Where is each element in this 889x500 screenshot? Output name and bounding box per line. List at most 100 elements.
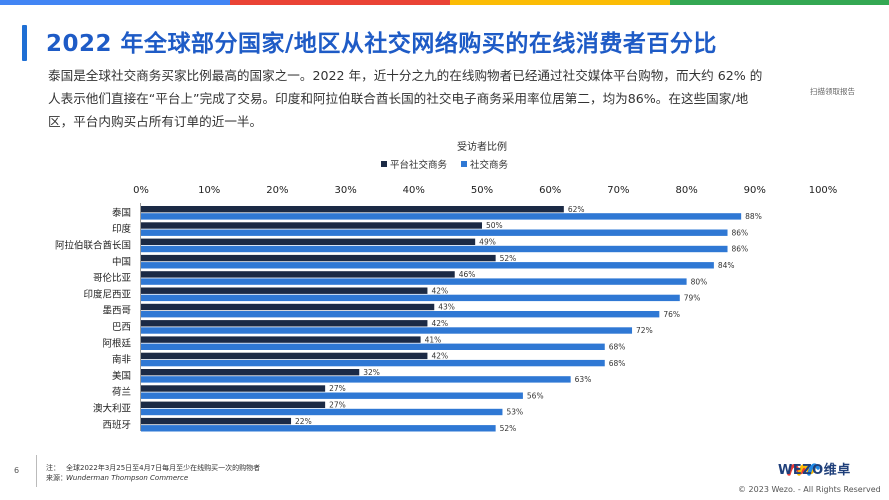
bar-social <box>141 311 660 318</box>
page-title: 2022 年全球部分国家/地区从社交网络购买的在线消费者百分比 <box>46 31 717 57</box>
bar-social <box>141 425 496 432</box>
category-label: 阿根廷 <box>102 337 131 349</box>
bar-social <box>141 294 680 302</box>
bar-value-label: 72% <box>636 326 653 335</box>
brand-name: WEZO维卓 <box>778 463 851 478</box>
bar-platform <box>141 369 360 376</box>
bar-platform <box>141 254 496 262</box>
bar-value-label: 56% <box>527 391 544 400</box>
bar-social <box>141 408 503 416</box>
category-label: 美国 <box>112 370 131 382</box>
x-tick-label: 0% <box>133 185 149 196</box>
bar-platform <box>141 336 421 343</box>
bar-value-label: 68% <box>609 359 626 368</box>
top-color-bar <box>0 0 889 5</box>
bar-value-label: 27% <box>329 384 346 393</box>
bar-platform <box>141 222 482 229</box>
side-note: 扫描领取报告 <box>810 87 855 96</box>
bar-value-label: 32% <box>363 368 380 377</box>
bar-social <box>141 359 605 367</box>
bar-value-label: 46% <box>459 270 476 279</box>
chart-legend: 平台社交商务 社交商务 <box>381 159 509 171</box>
bar-value-label: 86% <box>732 228 749 237</box>
bar-value-label: 27% <box>329 401 346 410</box>
legend-swatch-0 <box>381 161 387 167</box>
bar-platform <box>141 352 428 360</box>
bar-platform <box>141 417 292 425</box>
category-label: 中国 <box>112 256 131 268</box>
category-label: 哥伦比亚 <box>93 272 132 284</box>
category-label: 荷兰 <box>112 386 131 398</box>
bar-platform <box>141 385 326 392</box>
x-tick-label: 100% <box>809 185 838 196</box>
bar-social <box>141 278 687 285</box>
bar-chart: 受访者比例 平台社交商务 社交商务 0% 10% 20% 30% 40% 50% 60% 70%… <box>55 140 837 433</box>
note-key: 注： <box>46 464 60 472</box>
bar-value-label: 62% <box>568 205 585 214</box>
intro-paragraph: 泰国是全球社交商务买家比例最高的国家之一。2022 年，近十分之九的在线购物者已… <box>48 68 763 129</box>
note-text: 全球2022年3月25日至4月7日每月至少在线购买一次的购物者 <box>66 464 261 472</box>
bar-value-label: 22% <box>295 417 312 426</box>
bar-value-label: 42% <box>431 319 448 328</box>
bar-platform <box>141 401 326 408</box>
footer-notes: 注： 全球2022年3月25日至4月7日每月至少在线购买一次的购物者 来源：Wun… <box>46 463 260 483</box>
bar-social <box>141 262 714 269</box>
bar-platform <box>141 287 428 294</box>
x-tick-label: 60% <box>539 185 561 196</box>
bar-value-label: 68% <box>609 343 626 352</box>
bar-value-label: 63% <box>575 375 592 384</box>
bar-value-label: 42% <box>431 352 448 361</box>
legend-label-1: 社交商务 <box>470 159 509 171</box>
bar-value-label: 53% <box>506 408 523 417</box>
bar-platform <box>141 206 564 213</box>
bar-platform <box>141 320 428 327</box>
x-tick-label: 50% <box>471 185 493 196</box>
category-label: 南非 <box>112 354 132 366</box>
category-label: 巴西 <box>112 322 131 333</box>
chart-title: 受访者比例 <box>457 140 507 153</box>
bar-value-label: 86% <box>732 245 749 254</box>
bar-social <box>141 376 571 383</box>
bar-social <box>141 343 605 350</box>
bar-value-label: 49% <box>479 238 496 247</box>
x-axis-ticks: 0% 10% 20% 30% 40% 50% 60% 70% 80% 90% 100% <box>133 185 837 196</box>
bar-value-label: 80% <box>691 277 708 286</box>
legend-swatch-1 <box>461 161 467 167</box>
page-number: 6 <box>14 466 20 475</box>
x-tick-label: 90% <box>744 185 766 196</box>
bar-value-label: 88% <box>745 212 762 221</box>
bar-value-label: 42% <box>431 286 448 295</box>
category-label: 印度尼西亚 <box>83 288 131 300</box>
bar-social <box>141 229 728 236</box>
bar-value-label: 50% <box>486 221 503 230</box>
x-tick-label: 40% <box>403 185 425 196</box>
bar-value-label: 43% <box>438 303 455 312</box>
x-tick-label: 70% <box>607 185 629 196</box>
category-labels: 泰国印度阿拉伯联合酋长国中国哥伦比亚印度尼西亚墨西哥巴西阿根廷南非美国荷兰澳大利… <box>55 207 132 431</box>
x-tick-label: 80% <box>675 185 697 196</box>
bars: 62% 88% 50% 86% 49% 86% 52% 84% 46% 80% 42% 79% 43% 7… <box>141 205 762 433</box>
bar-value-label: 52% <box>500 424 517 433</box>
category-label: 澳大利亚 <box>93 403 132 415</box>
bar-value-label: 84% <box>718 261 735 270</box>
bar-platform <box>141 238 476 245</box>
bar-social <box>141 327 633 334</box>
category-label: 西班牙 <box>102 419 131 431</box>
bar-platform <box>141 271 455 278</box>
category-label: 印度 <box>112 223 132 235</box>
bar-value-label: 41% <box>425 335 442 344</box>
title-accent-bar <box>22 25 27 61</box>
bar-platform <box>141 303 435 311</box>
legend-label-0: 平台社交商务 <box>390 159 448 171</box>
x-tick-label: 20% <box>266 185 288 196</box>
bar-value-label: 52% <box>500 254 517 263</box>
category-label: 阿拉伯联合酋长国 <box>55 240 131 252</box>
category-label: 墨西哥 <box>102 306 131 317</box>
category-label: 泰国 <box>112 207 131 219</box>
copyright: © 2023 Wezo. - All Rights Reserved <box>738 485 881 494</box>
footer-divider <box>36 455 37 487</box>
bar-social <box>141 213 742 220</box>
bar-value-label: 76% <box>663 310 680 319</box>
x-tick-label: 30% <box>334 185 356 196</box>
source-text: Wunderman Thompson Commerce <box>66 474 189 482</box>
